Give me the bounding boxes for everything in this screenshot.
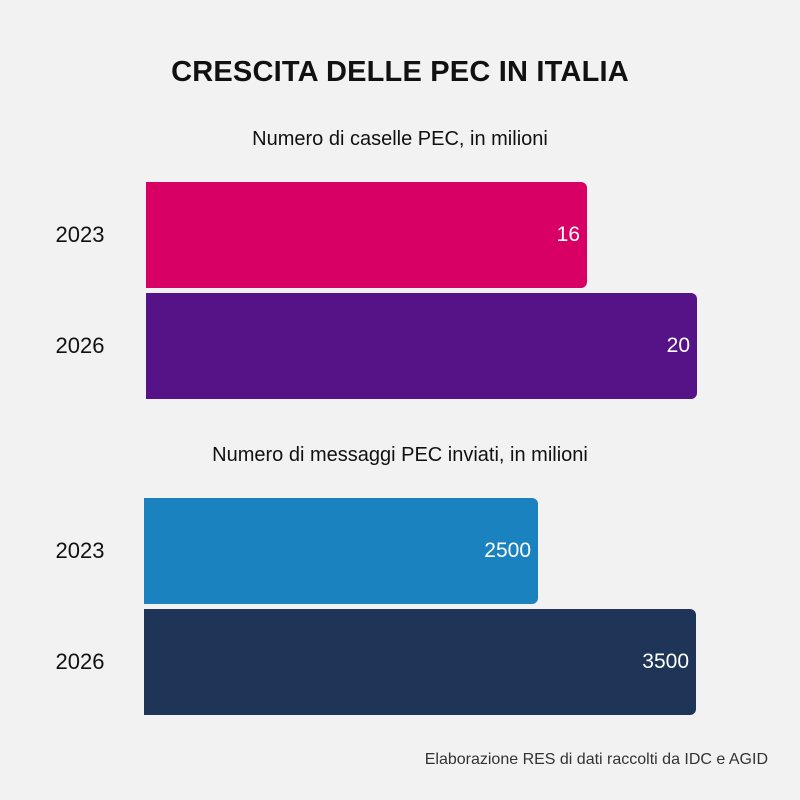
- bar-row: 2023 16: [0, 182, 800, 288]
- bar: [146, 293, 697, 399]
- bar: [144, 609, 696, 715]
- bar-value-label: 16: [556, 223, 580, 246]
- bar-value-label: 20: [666, 334, 690, 357]
- bar: [146, 182, 587, 288]
- category-label: 2026: [55, 649, 105, 674]
- bar-row: 2026 20: [0, 293, 800, 399]
- chart-2-subtitle: Numero di messaggi PEC inviati, in milio…: [212, 444, 588, 466]
- chart-title: CRESCITA DELLE PEC IN ITALIA: [171, 56, 629, 88]
- bar-value-label: 2500: [484, 539, 531, 562]
- bar-row: 2026 3500: [0, 609, 800, 715]
- source-note: Elaborazione RES di dati raccolti da IDC…: [424, 751, 768, 768]
- bar-row: 2023 2500: [0, 498, 800, 604]
- category-label: 2026: [55, 333, 105, 358]
- category-label: 2023: [55, 222, 105, 247]
- bar: [144, 498, 538, 604]
- bar-value-label: 3500: [642, 650, 689, 673]
- category-label: 2023: [55, 538, 105, 563]
- chart-1-subtitle: Numero di caselle PEC, in milioni: [252, 128, 548, 150]
